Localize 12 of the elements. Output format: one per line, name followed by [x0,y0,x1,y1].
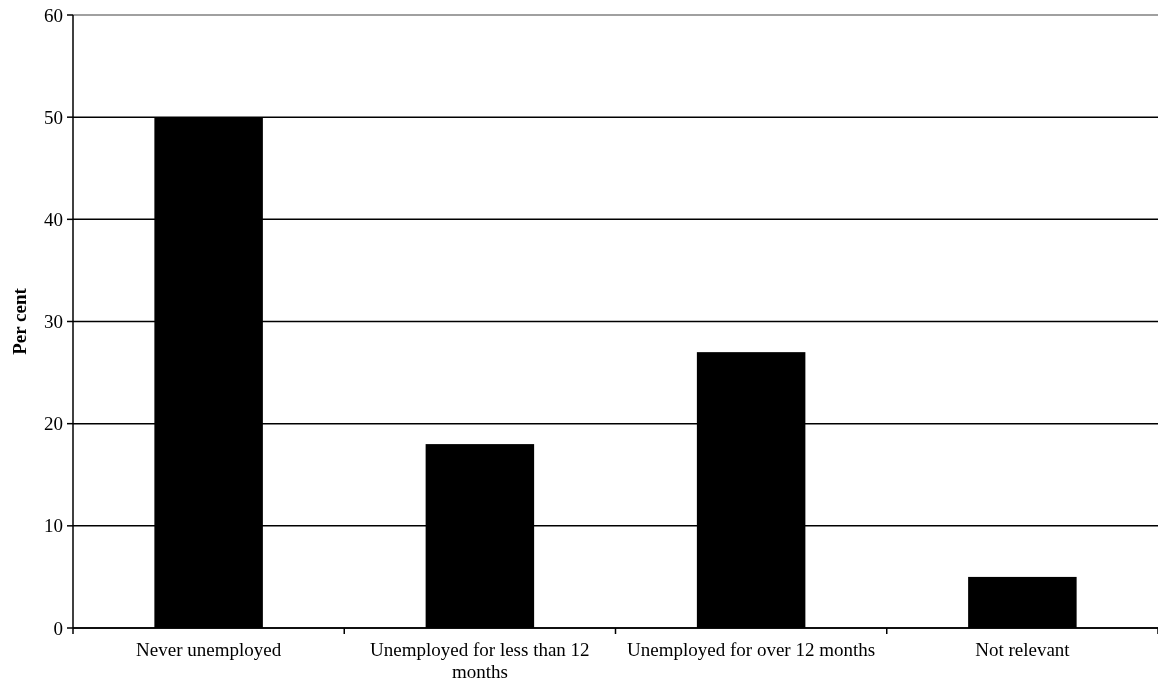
x-tick-label: Not relevant [975,639,1071,660]
y-tick-label: 10 [44,515,63,537]
y-tick-label: 60 [44,4,63,26]
x-tick-label: Never unemployed [136,639,282,660]
y-tick-label: 0 [53,617,63,639]
y-tick-label: 30 [44,311,63,333]
x-tick-label: Unemployed for less than 12 months [370,639,590,682]
y-tick-label: 40 [44,208,63,230]
y-axis-title: Per cent [9,287,30,355]
x-tick-label: Unemployed for over 12 months [627,639,876,660]
y-tick-label: 50 [44,106,63,128]
y-tick-label: 20 [44,413,63,435]
